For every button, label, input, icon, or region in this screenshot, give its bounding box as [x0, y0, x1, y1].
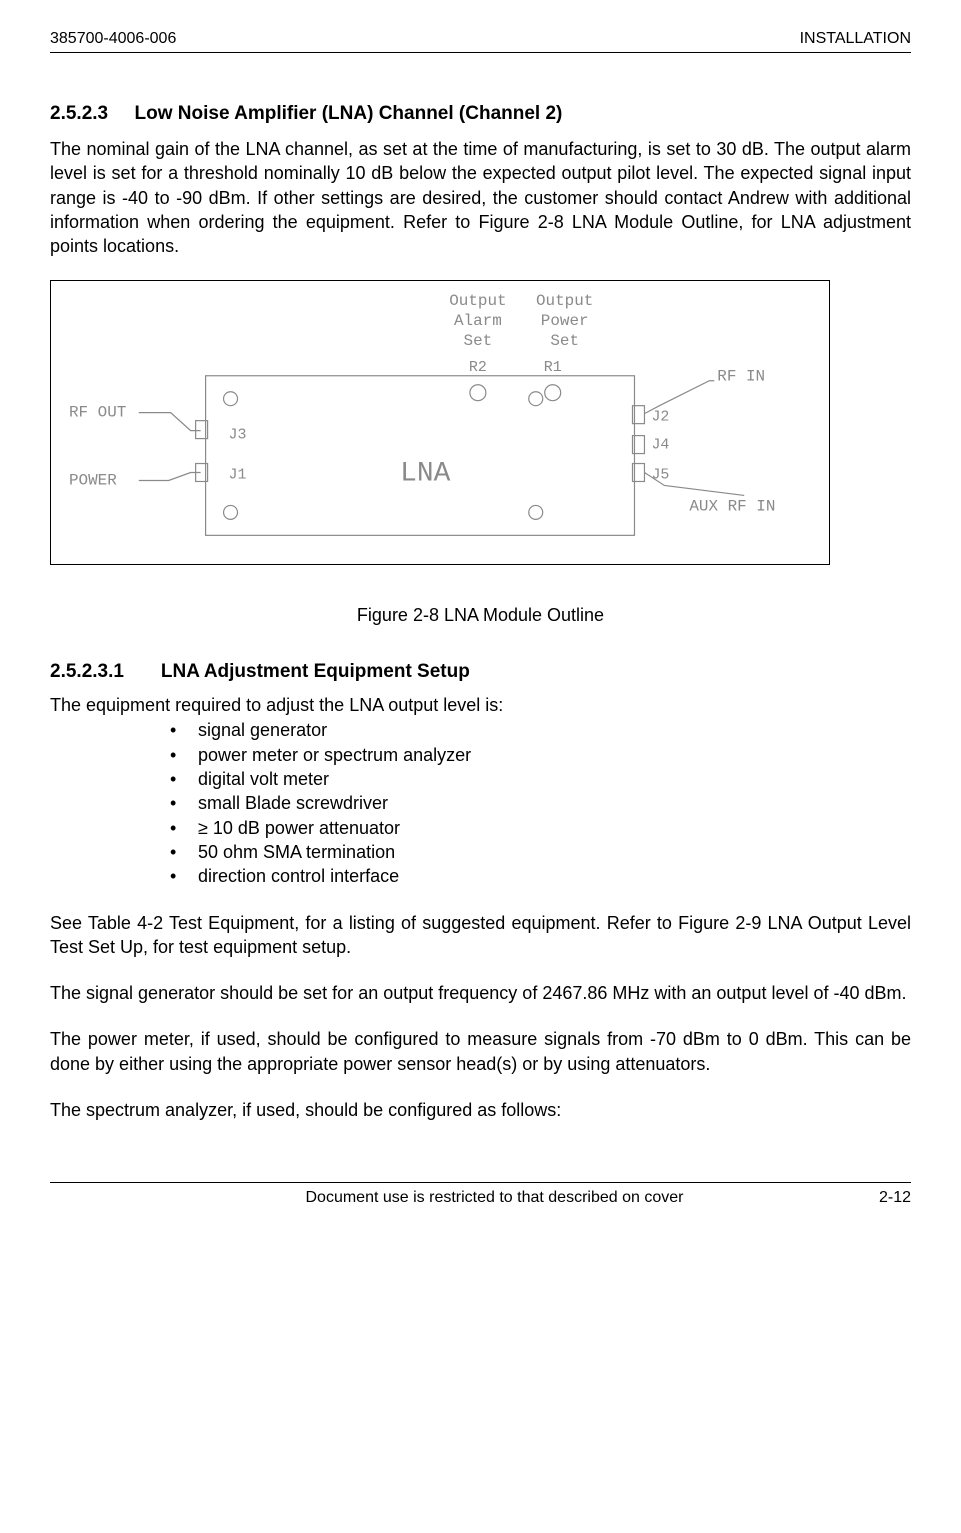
label-r1: R1 — [544, 360, 562, 376]
figure-lna-module-outline: Output Alarm Set Output Power Set R2 R1 … — [50, 280, 830, 565]
label-rf-out: RF OUT — [69, 404, 126, 422]
list-item: power meter or spectrum analyzer — [170, 743, 911, 767]
page-number: 2-12 — [879, 1189, 911, 1207]
section-heading-adjustment-setup: 2.5.2.3.1 LNA Adjustment Equipment Setup — [50, 661, 911, 683]
list-item: signal generator — [170, 718, 911, 742]
svg-text:Alarm: Alarm — [454, 312, 502, 330]
list-item: small Blade screwdriver — [170, 791, 911, 815]
para-signal-generator: The signal generator should be set for a… — [50, 981, 911, 1005]
list-item: ≥ 10 dB power attenuator — [170, 816, 911, 840]
list-item: direction control interface — [170, 864, 911, 888]
svg-text:Output: Output — [536, 292, 593, 310]
para-see-table: See Table 4-2 Test Equipment, for a list… — [50, 911, 911, 960]
header-title: INSTALLATION — [800, 30, 911, 48]
para-power-meter: The power meter, if used, should be conf… — [50, 1027, 911, 1076]
para-spectrum-analyzer: The spectrum analyzer, if used, should b… — [50, 1098, 911, 1122]
svg-text:Set: Set — [464, 332, 493, 350]
label-j4: J4 — [651, 438, 669, 454]
equipment-list: signal generator power meter or spectrum… — [170, 718, 911, 888]
section-1-paragraph: The nominal gain of the LNA channel, as … — [50, 137, 911, 258]
label-j5: J5 — [651, 468, 669, 484]
label-j2: J2 — [651, 410, 669, 426]
section-number: 2.5.2.3 — [50, 103, 108, 124]
list-item: digital volt meter — [170, 767, 911, 791]
svg-text:Output: Output — [449, 292, 506, 310]
list-item: 50 ohm SMA termination — [170, 840, 911, 864]
footer-text: Document use is restricted to that descr… — [110, 1189, 879, 1207]
label-j3: J3 — [229, 428, 247, 444]
subsection-title: LNA Adjustment Equipment Setup — [161, 661, 470, 682]
footer-rule — [50, 1182, 911, 1183]
section-heading-lna-channel: 2.5.2.3 Low Noise Amplifier (LNA) Channe… — [50, 103, 911, 125]
svg-text:Set: Set — [550, 332, 579, 350]
section-title: Low Noise Amplifier (LNA) Channel (Chann… — [135, 103, 563, 124]
equipment-list-intro: The equipment required to adjust the LNA… — [50, 695, 911, 716]
figure-caption: Figure 2-8 LNA Module Outline — [50, 605, 911, 626]
label-r2: R2 — [469, 360, 487, 376]
lna-diagram-svg: Output Alarm Set Output Power Set R2 R1 … — [51, 281, 829, 565]
svg-text:Power: Power — [541, 312, 589, 330]
label-aux-rf-in: AUX RF IN — [689, 498, 775, 516]
footer-spacer — [50, 1189, 110, 1207]
label-rf-in: RF IN — [717, 368, 765, 386]
subsection-number: 2.5.2.3.1 — [50, 661, 124, 682]
label-j1: J1 — [229, 468, 247, 484]
doc-number: 385700-4006-006 — [50, 30, 176, 48]
header-rule — [50, 52, 911, 53]
label-power: POWER — [69, 472, 117, 490]
label-lna: LNA — [400, 459, 450, 490]
